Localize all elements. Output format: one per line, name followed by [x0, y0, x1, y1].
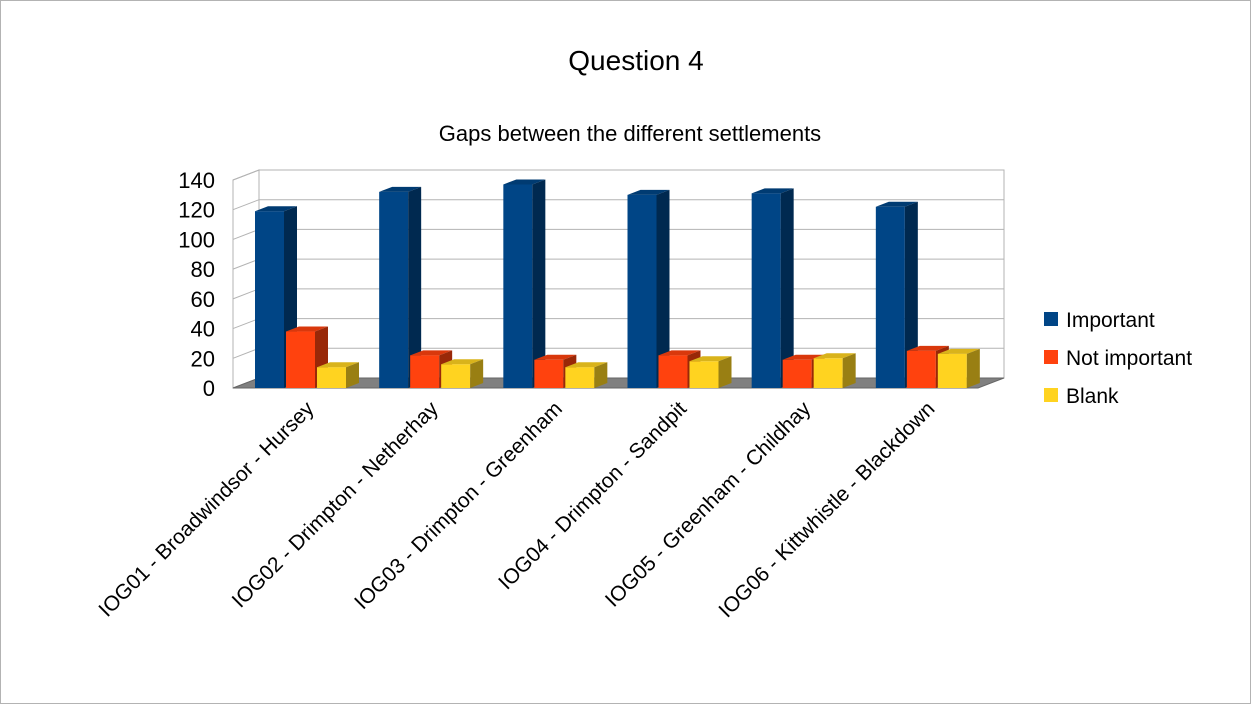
- bar-side: [904, 201, 918, 388]
- y-tick-label: 40: [191, 317, 215, 342]
- bar-side: [408, 186, 422, 388]
- bar-front: [875, 206, 905, 388]
- gridline: [232, 169, 1004, 181]
- bar-top: [875, 201, 918, 207]
- x-category-label: IOG02 - Drimpton - Netherhay: [228, 397, 444, 613]
- bar-front: [906, 350, 936, 388]
- bar-side: [780, 188, 794, 388]
- bar: [410, 350, 453, 388]
- bars: [255, 179, 980, 388]
- bar-side: [718, 356, 732, 388]
- bar-top: [503, 179, 546, 185]
- bar-top: [441, 359, 484, 365]
- bar: [627, 189, 670, 388]
- bar-front: [689, 361, 719, 388]
- bar-front: [317, 367, 346, 388]
- legend-swatch: [1044, 350, 1058, 364]
- bar-front: [627, 194, 657, 388]
- bar: [689, 356, 732, 388]
- bar: [565, 362, 608, 388]
- bar-top: [255, 206, 297, 212]
- y-tick-label: 140: [178, 168, 215, 193]
- x-category-label: IOG01 - Broadwindsor - Hursey: [94, 397, 319, 622]
- x-category-label: IOG05 - Greenham - Childhay: [601, 397, 816, 612]
- bar-front: [534, 359, 564, 388]
- bar: [937, 348, 980, 388]
- bar: [875, 201, 918, 388]
- bar-top: [937, 348, 980, 354]
- chart-subtitle: Gaps between the different settlements: [439, 121, 821, 146]
- bar-side: [532, 179, 546, 388]
- bar-front: [379, 191, 409, 388]
- legend-swatch: [1044, 388, 1058, 402]
- chart-title: Question 4: [568, 45, 703, 76]
- bar-top: [317, 362, 359, 368]
- bar-top: [286, 326, 328, 332]
- legend-label: Blank: [1066, 385, 1119, 408]
- bar-front: [658, 355, 688, 388]
- bar-top: [658, 350, 701, 356]
- bar-top: [410, 350, 453, 356]
- bar-front: [255, 211, 284, 388]
- bar-top: [813, 353, 856, 359]
- legend-label: Important: [1066, 309, 1155, 332]
- legend-swatch: [1044, 312, 1058, 326]
- bar: [317, 362, 359, 388]
- bar: [379, 186, 422, 388]
- bar-side: [470, 359, 484, 388]
- bar-front: [565, 367, 595, 388]
- bar-top: [689, 356, 732, 362]
- y-tick-label: 20: [191, 346, 215, 371]
- bar-front: [503, 184, 533, 388]
- bar-front: [751, 193, 781, 388]
- bar-front: [410, 355, 440, 388]
- bar-side: [346, 362, 359, 388]
- y-tick-label: 0: [203, 376, 215, 401]
- x-category-label: IOG06 - Kittwhistle - Blackdown: [714, 397, 939, 622]
- bar-top: [379, 186, 422, 192]
- bar-top: [627, 189, 670, 195]
- bar: [813, 353, 856, 388]
- y-axis-ticks: 0 20 40 60 80 100 120 140: [178, 168, 215, 401]
- bar-top: [751, 188, 794, 194]
- bar-top: [534, 354, 577, 360]
- bar-front: [813, 358, 843, 388]
- y-tick-label: 120: [178, 198, 215, 223]
- legend: Important Not important Blank: [1044, 309, 1192, 408]
- y-tick-label: 60: [191, 287, 215, 312]
- bar: [751, 188, 794, 388]
- y-tick-label: 100: [178, 227, 215, 252]
- bar-side: [966, 348, 980, 388]
- x-category-label: IOG03 - Drimpton - Greenham: [350, 397, 567, 614]
- bar-front: [782, 359, 812, 388]
- bar: [503, 179, 546, 388]
- bar-side: [656, 189, 670, 388]
- bar-front: [937, 353, 967, 388]
- bar: [441, 359, 484, 388]
- legend-label: Not important: [1066, 347, 1192, 370]
- bar-side: [594, 362, 608, 388]
- y-tick-label: 80: [191, 257, 215, 282]
- bar-side: [842, 353, 856, 388]
- bar-top: [565, 362, 608, 368]
- bar-front: [441, 364, 471, 388]
- bar-front: [286, 331, 315, 388]
- bar-top: [906, 345, 949, 351]
